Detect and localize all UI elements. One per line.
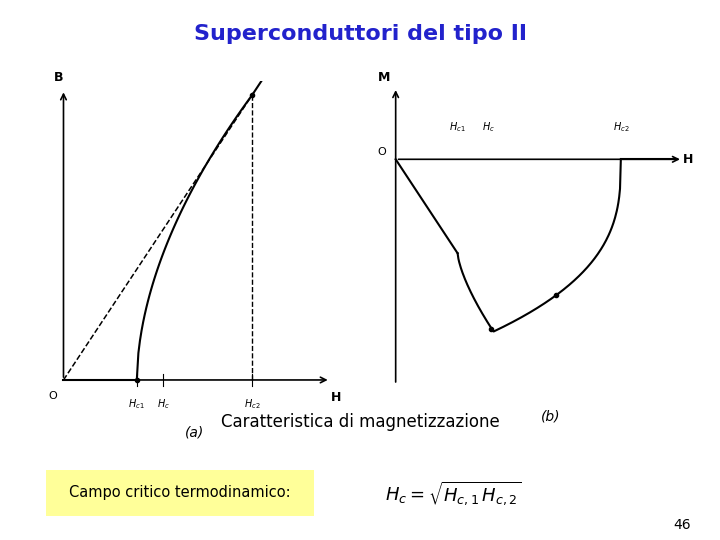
FancyBboxPatch shape (46, 470, 314, 516)
Text: $H_c$: $H_c$ (482, 120, 495, 134)
Text: $H_{c2}$: $H_{c2}$ (613, 120, 629, 134)
Text: M: M (378, 71, 391, 84)
Text: Superconduttori del tipo II: Superconduttori del tipo II (194, 24, 526, 44)
Text: Caratteristica di magnetizzazione: Caratteristica di magnetizzazione (220, 413, 500, 431)
Text: $H_c = \sqrt{H_{c,1}\,H_{c,2}}$: $H_c = \sqrt{H_{c,1}\,H_{c,2}}$ (385, 480, 522, 508)
Text: B: B (53, 71, 63, 84)
Text: (b): (b) (541, 410, 560, 424)
Text: $H_{c1}$: $H_{c1}$ (128, 397, 145, 411)
Text: H: H (683, 153, 693, 166)
Text: O: O (377, 147, 386, 157)
Text: Campo critico termodinamico:: Campo critico termodinamico: (69, 485, 291, 500)
Text: $H_{c2}$: $H_{c2}$ (243, 397, 261, 411)
Text: 46: 46 (674, 518, 691, 532)
Text: H: H (330, 392, 341, 404)
Text: $H_c$: $H_c$ (156, 397, 169, 411)
Text: O: O (49, 392, 58, 401)
Text: (a): (a) (185, 426, 204, 440)
Text: $H_{c1}$: $H_{c1}$ (449, 120, 466, 134)
